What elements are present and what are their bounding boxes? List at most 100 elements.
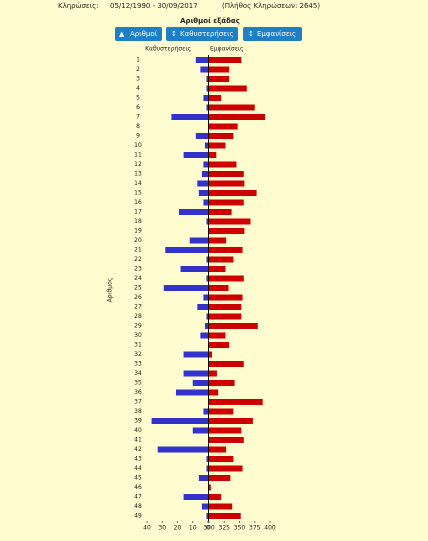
bar (201, 171, 208, 177)
bar (204, 323, 208, 329)
y-tick-label: 13 (134, 171, 142, 178)
bar (203, 199, 208, 206)
bar (209, 380, 235, 386)
y-tick-label: 17 (134, 209, 142, 216)
y-tick-label: 16 (134, 199, 142, 206)
bar (189, 237, 208, 244)
y-tick-label: 33 (134, 361, 142, 368)
button[interactable]: ↕ Εμφανίσεις (243, 27, 302, 41)
bar (195, 133, 208, 139)
bar (175, 389, 208, 396)
bar (209, 266, 226, 272)
y-tick-label: 11 (134, 152, 142, 159)
bar (209, 123, 238, 130)
bar (209, 133, 234, 139)
button-icon[interactable]: ↕ (171, 30, 177, 38)
header-range: 05/12/1990 - 30/09/2017 (110, 2, 198, 10)
y-tick-label: 27 (134, 304, 142, 311)
bar (201, 503, 208, 510)
button-label[interactable]: Εμφανίσεις (257, 30, 296, 38)
bar (206, 85, 208, 92)
x2-tick-label: 325 (219, 525, 231, 532)
bar (209, 484, 211, 491)
bar (206, 218, 208, 225)
y-tick-label: 34 (134, 370, 142, 377)
x-tick-label: 10 (189, 525, 197, 532)
button[interactable]: ▲ Αριθμοί (115, 27, 162, 41)
y-tick-label: 37 (134, 399, 142, 406)
bar (209, 304, 242, 310)
bar (209, 332, 226, 339)
bar (209, 66, 230, 73)
y-tick-label: 15 (134, 190, 142, 197)
y-tick-label: 45 (134, 475, 142, 482)
y-tick-label: 7 (136, 114, 140, 121)
bar (209, 57, 242, 63)
bar (165, 247, 208, 253)
bar (209, 152, 217, 158)
y-axis-label: Αριθμός (107, 278, 114, 303)
bar (209, 323, 258, 329)
x2-tick-label: 400 (264, 525, 276, 532)
y-tick-label: 3 (136, 76, 140, 83)
y-tick-label: 22 (134, 256, 142, 263)
bar (163, 285, 208, 291)
bar (209, 503, 233, 510)
y-tick-label: 43 (134, 456, 142, 463)
button-bg[interactable] (243, 27, 302, 41)
bar (171, 114, 208, 120)
y-tick-label: 10 (134, 142, 142, 149)
bar (209, 237, 227, 244)
bar (209, 351, 213, 358)
button-label[interactable]: Αριθμοί (130, 30, 158, 38)
y-tick-label: 47 (134, 494, 142, 501)
bar (192, 427, 208, 434)
button-bg[interactable] (166, 27, 238, 41)
y-tick-label: 21 (134, 247, 142, 254)
button-label[interactable]: Καθυστερήσεις (180, 30, 234, 38)
y-tick-label: 46 (134, 484, 142, 491)
bar (209, 418, 253, 424)
bar (209, 342, 230, 348)
y-tick-label: 24 (134, 275, 142, 282)
y-tick-label: 4 (136, 85, 140, 92)
bar (206, 465, 208, 472)
button-bg[interactable] (115, 27, 162, 41)
bar (151, 418, 208, 424)
y-tick-label: 28 (134, 313, 142, 320)
bar (209, 171, 244, 177)
legend-entry: Καθυστερήσεις (145, 46, 191, 53)
y-tick-label: 5 (136, 95, 140, 102)
x-tick-label: 40 (143, 525, 151, 532)
bar (195, 57, 208, 63)
bar (209, 399, 263, 405)
y-tick-label: 29 (134, 323, 142, 330)
bar (180, 266, 208, 272)
bar (209, 389, 219, 396)
bar (203, 161, 208, 168)
y-tick-label: 42 (134, 446, 142, 453)
bar (200, 332, 208, 339)
bar (183, 370, 208, 377)
button-icon[interactable]: ▲ (119, 30, 125, 38)
bar (197, 180, 208, 187)
bar (206, 76, 208, 82)
bar (206, 104, 208, 111)
bar (204, 142, 208, 149)
bar (209, 114, 266, 120)
y-tick-label: 44 (134, 465, 142, 472)
bar (209, 199, 244, 206)
button-icon[interactable]: ↕ (248, 30, 254, 38)
bar (209, 218, 251, 225)
y-tick-label: 48 (134, 503, 142, 510)
bar (209, 513, 241, 519)
bar (209, 256, 234, 263)
button[interactable]: ↕ Καθυστερήσεις (166, 27, 238, 41)
y-tick-label: 18 (134, 218, 142, 225)
bar (183, 494, 208, 500)
bar (209, 494, 222, 500)
bar (209, 427, 242, 434)
bar (209, 361, 244, 367)
bar (209, 228, 245, 234)
bar (183, 152, 208, 158)
